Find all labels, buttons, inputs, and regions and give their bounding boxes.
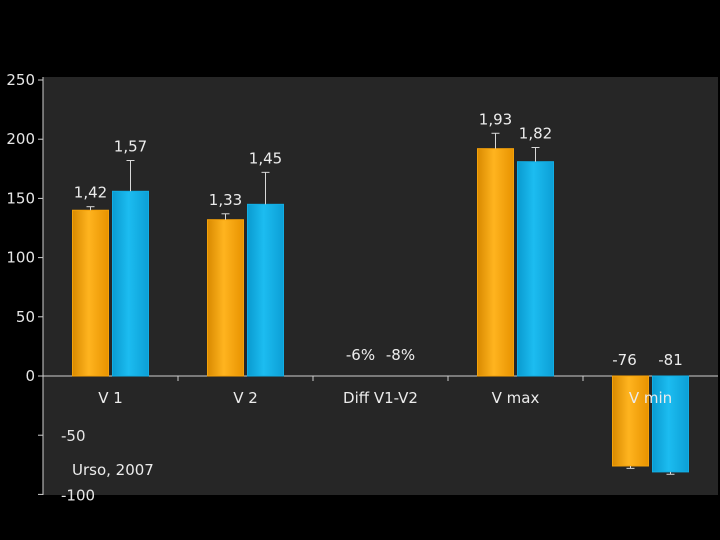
bar-series-blue bbox=[112, 190, 149, 377]
y-tick-label: -50 bbox=[61, 427, 86, 445]
bar-series-orange bbox=[207, 219, 244, 377]
y-tick-label: -100 bbox=[61, 486, 95, 504]
error-bar bbox=[626, 465, 635, 469]
data-label: 1,45 bbox=[249, 149, 282, 167]
bars bbox=[72, 132, 689, 475]
y-tick-label: 100 bbox=[6, 249, 35, 267]
axes: 250 200 150 100 50 0 -50 -100 bbox=[6, 71, 718, 504]
data-label: 1,82 bbox=[519, 124, 552, 142]
x-category-label: V min bbox=[629, 389, 672, 407]
x-category-label: V max bbox=[492, 389, 540, 407]
y-tick-label: 250 bbox=[6, 71, 35, 89]
source-note: Urso, 2007 bbox=[72, 461, 154, 479]
y-tick-label: 0 bbox=[25, 367, 35, 385]
y-tick-label: 200 bbox=[6, 130, 35, 148]
data-label: 1,42 bbox=[74, 184, 107, 202]
data-label: -76 bbox=[612, 351, 637, 369]
x-category-label: V 2 bbox=[233, 389, 258, 407]
error-bar bbox=[221, 213, 230, 220]
x-category-label: V 1 bbox=[98, 389, 123, 407]
bar-series-orange bbox=[612, 375, 649, 467]
data-label: 1,57 bbox=[114, 138, 147, 156]
error-bar bbox=[491, 132, 500, 149]
error-bar bbox=[126, 160, 135, 192]
error-bar bbox=[261, 171, 270, 205]
x-category-label: Diff V1-V2 bbox=[343, 389, 418, 407]
labels: V 1 V 2 Diff V1-V2 V max V min 1,42 1,33 -6% 1,9… bbox=[74, 110, 683, 407]
data-label: -8% bbox=[386, 346, 415, 364]
bar-series-blue bbox=[652, 375, 689, 473]
data-label: 1,33 bbox=[209, 191, 242, 209]
error-bar bbox=[531, 146, 540, 162]
data-label: -81 bbox=[658, 351, 683, 369]
bar-series-blue bbox=[517, 161, 554, 377]
error-bar bbox=[86, 206, 95, 211]
error-bar bbox=[666, 471, 675, 475]
bar-series-orange bbox=[477, 148, 514, 377]
bar-series-blue bbox=[247, 203, 284, 377]
y-tick-label: 50 bbox=[16, 308, 35, 326]
data-label: 1,93 bbox=[479, 110, 512, 128]
y-tick-label: 150 bbox=[6, 189, 35, 207]
bar-series-orange bbox=[72, 209, 109, 377]
data-label: -6% bbox=[346, 346, 375, 364]
plot-area bbox=[43, 77, 718, 495]
